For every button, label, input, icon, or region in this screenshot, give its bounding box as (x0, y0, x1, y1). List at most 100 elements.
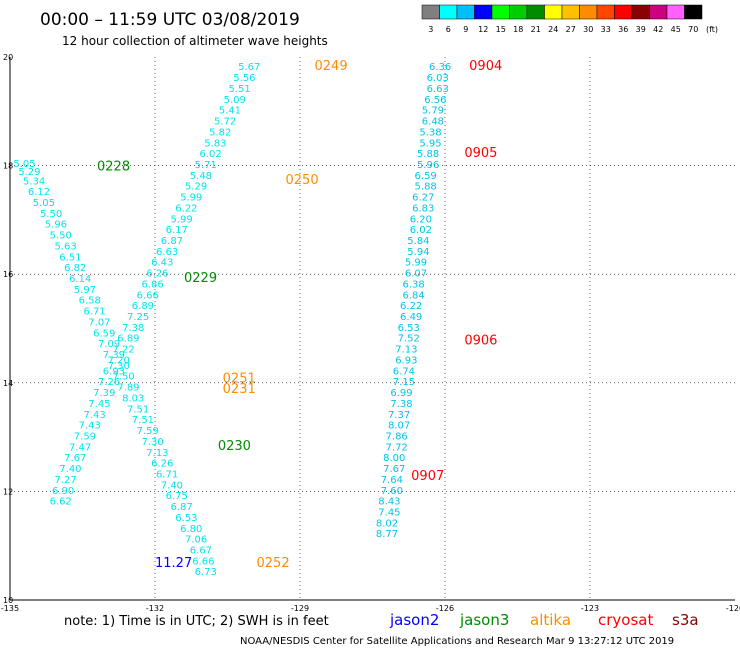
pass-label: 0250 (286, 173, 319, 188)
wave-height-value: 5.63 (54, 241, 76, 252)
colorbar-label: 27 (566, 25, 576, 34)
pass-label: 0907 (411, 469, 444, 484)
wave-height-value: 7.40 (59, 464, 81, 475)
wave-height-value: 5.72 (214, 117, 236, 128)
wave-height-value: 5.99 (405, 258, 427, 269)
wave-height-value: 5.05 (13, 159, 35, 170)
wave-height-value: 7.51 (132, 415, 154, 426)
colorbar-legend: 3 6 9 12 15 18 21 24 27 30 33 36 39 42 45 70 (ft) (421, 4, 718, 34)
wave-height-value: 7.13 (395, 345, 417, 356)
wave-height-value: 5.84 (407, 236, 429, 247)
wave-height-value: 6.22 (400, 301, 422, 312)
note: note: 1) Time is in UTC; 2) SWH is in fe… (64, 614, 329, 629)
colorbar-label: 21 (531, 25, 541, 34)
pass-label: 0904 (469, 59, 502, 74)
pass-label: 0249 (315, 59, 348, 74)
satellite-legend-cryosat: cryosat (598, 611, 653, 629)
colorbar-swatch (439, 4, 458, 20)
colorbar-label: 6 (446, 25, 451, 34)
wave-height-value: 5.97 (74, 285, 96, 296)
colorbar-swatch (631, 4, 650, 20)
wave-height-value: 5.34 (23, 176, 45, 187)
colorbar-label: 24 (548, 25, 558, 34)
wave-height-value: 5.67 (238, 62, 260, 73)
wave-height-value: 7.39 (103, 350, 125, 361)
wave-height-value: 6.84 (402, 290, 424, 301)
pass-label: 0905 (464, 146, 497, 161)
wave-height-value: 6.75 (166, 491, 188, 502)
wave-height-value: 6.87 (170, 502, 192, 513)
wave-height-value: 6.59 (415, 171, 437, 182)
wave-height-value: 7.51 (127, 404, 149, 415)
wave-height-value: 6.87 (161, 236, 183, 247)
wave-height-value: 6.73 (195, 567, 217, 578)
wave-height-value: 5.71 (195, 160, 217, 171)
wave-height-value: 5.38 (419, 127, 441, 138)
wave-height-value: 7.60 (381, 486, 403, 497)
wave-height-value: 6.66 (137, 290, 159, 301)
wave-height-value: 6.59 (93, 328, 115, 339)
wave-height-value: 5.88 (417, 149, 439, 160)
wave-height-value: 6.53 (398, 323, 420, 334)
wave-height-value: 5.88 (415, 182, 437, 193)
colorbar-swatch (491, 4, 510, 20)
wave-height-value: 5.99 (180, 193, 202, 204)
colorbar-swatch (579, 4, 598, 20)
wave-height-value: 6.27 (412, 193, 434, 204)
colorbar-label: 42 (653, 25, 663, 34)
wave-height-value: 7.89 (117, 383, 139, 394)
wave-height-value: 5.96 (45, 220, 67, 231)
wave-height-value: 8.43 (378, 497, 400, 508)
pass-label: 0251 (223, 371, 256, 386)
wave-height-points: 5.055.295.346.125.055.505.965.505.636.51… (13, 62, 451, 578)
wave-height-value: 7.27 (54, 475, 76, 486)
wave-height-value: 8.02 (376, 518, 398, 529)
x-tick-label: -126 (436, 604, 454, 613)
wave-height-value: 7.40 (161, 480, 183, 491)
y-tick-label: 18 (3, 162, 13, 171)
wave-height-value: 7.15 (393, 377, 415, 388)
satellite-legend-jason2: jason2 (389, 611, 439, 629)
wave-height-value: 5.29 (185, 182, 207, 193)
wave-height-value: 6.48 (422, 117, 444, 128)
grid (9, 57, 735, 601)
wave-height-value: 7.20 (108, 355, 130, 366)
colorbar-label: 33 (601, 25, 611, 34)
wave-height-value: 6.90 (52, 486, 74, 497)
satellite-legend-s3a: s3a (672, 611, 699, 629)
wave-height-value: 7.22 (112, 345, 134, 356)
wave-height-value: 7.06 (185, 535, 207, 546)
wave-height-value: 5.51 (228, 84, 250, 95)
wave-height-value: 5.79 (422, 106, 444, 117)
colorbar-label: 45 (671, 25, 681, 34)
wave-height-value: 6.62 (50, 497, 72, 508)
wave-height-value: 5.48 (190, 171, 212, 182)
wave-height-value: 5.94 (407, 247, 429, 258)
wave-height-value: 6.36 (429, 62, 451, 73)
satellite-legend-altika: altika (530, 611, 571, 629)
wave-height-value: 6.17 (166, 225, 188, 236)
pass-label: 0906 (464, 333, 497, 348)
wave-height-value: 7.86 (386, 431, 408, 442)
wave-height-value: 6.71 (83, 307, 105, 318)
wave-height-value: 5.29 (18, 167, 40, 178)
wave-height-value: 6.22 (175, 203, 197, 214)
wave-height-value: 6.89 (117, 334, 139, 345)
wave-height-value: 7.30 (108, 361, 130, 372)
wave-height-value: 5.83 (204, 138, 226, 149)
wave-height-value: 6.43 (151, 258, 173, 269)
pass-label: 0228 (97, 160, 130, 175)
colorbar-swatch (684, 4, 703, 20)
colorbar-swatch (649, 4, 668, 20)
wave-height-value: 5.05 (33, 198, 55, 209)
wave-height-value: 5.09 (224, 95, 246, 106)
colorbar-label: 39 (636, 25, 646, 34)
colorbar-label: 3 (428, 25, 433, 34)
colorbar-swatch (596, 4, 615, 20)
colorbar-label: 12 (478, 25, 488, 34)
wave-height-value: 8.07 (388, 421, 410, 432)
wave-height-value: 7.64 (381, 475, 403, 486)
wave-height-value: 6.71 (156, 469, 178, 480)
wave-height-value: 5.50 (50, 231, 72, 242)
wave-height-value: 7.09 (98, 339, 120, 350)
